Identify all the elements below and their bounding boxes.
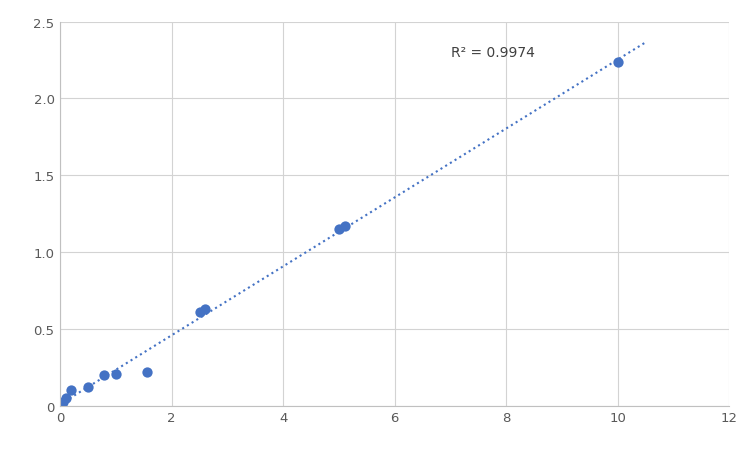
Point bbox=[82, 383, 94, 391]
Point bbox=[193, 309, 205, 316]
Point bbox=[199, 306, 211, 313]
Point bbox=[65, 387, 77, 394]
Point bbox=[59, 395, 71, 402]
Point bbox=[57, 399, 69, 406]
Text: R² = 0.9974: R² = 0.9974 bbox=[450, 46, 535, 60]
Point bbox=[338, 223, 350, 230]
Point bbox=[141, 368, 153, 376]
Point bbox=[612, 59, 624, 66]
Point bbox=[333, 226, 345, 233]
Point bbox=[98, 372, 110, 379]
Point bbox=[54, 402, 66, 410]
Point bbox=[110, 370, 122, 377]
